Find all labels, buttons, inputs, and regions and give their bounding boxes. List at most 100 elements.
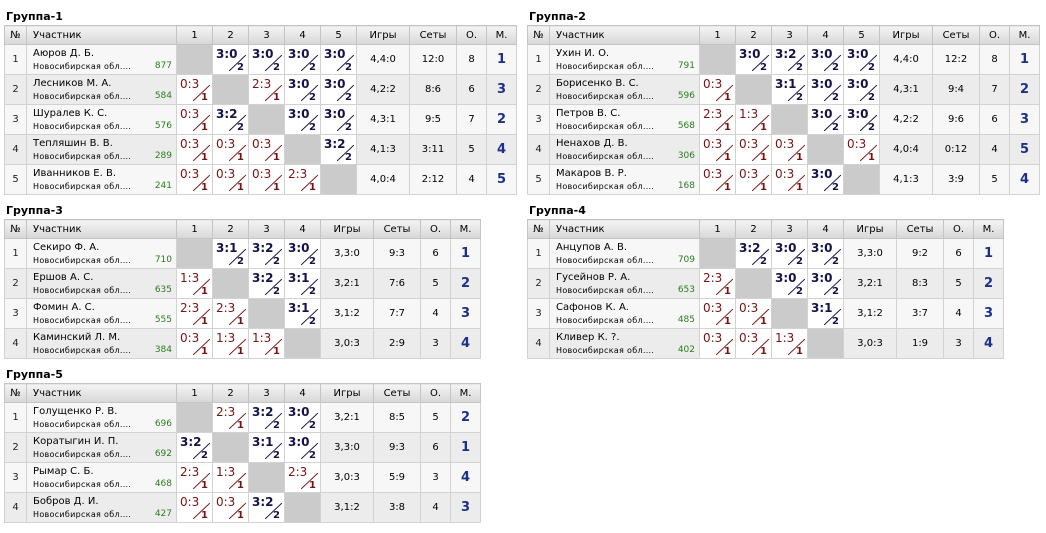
match-result-cell[interactable]: 1:3 1 xyxy=(735,104,772,135)
player-name[interactable]: Ненахов Д. В. xyxy=(556,138,628,149)
match-result-cell[interactable]: 3:2 2 xyxy=(248,402,285,433)
player-cell[interactable]: Макаров В. Р. Новосибирская обл.... 168 xyxy=(549,164,700,195)
match-result-cell[interactable]: 3:1 2 xyxy=(284,298,321,329)
header-place[interactable]: М. xyxy=(450,383,481,403)
header-num[interactable]: № xyxy=(527,25,550,45)
match-result-cell[interactable]: 0:3 1 xyxy=(212,492,249,523)
player-name[interactable]: Голущенко Р. В. xyxy=(33,406,118,417)
match-result-cell[interactable]: 2:3 1 xyxy=(699,268,736,299)
match-result-cell[interactable]: 3:0 2 xyxy=(771,268,808,299)
match-result-cell[interactable]: 3:0 2 xyxy=(807,104,844,135)
match-result-cell[interactable]: 0:3 1 xyxy=(248,164,285,195)
match-result-cell[interactable]: 0:3 1 xyxy=(176,328,213,359)
header-opponent-4[interactable]: 4 xyxy=(807,219,844,239)
match-result-cell[interactable]: 3:0 2 xyxy=(284,238,321,269)
match-result-cell[interactable]: 0:3 1 xyxy=(699,74,736,105)
match-result-cell[interactable]: 0:3 1 xyxy=(771,134,808,165)
header-participant[interactable]: Участник xyxy=(549,219,700,239)
player-cell[interactable]: Каминский Л. М. Новосибирская обл.... 384 xyxy=(26,328,177,359)
header-sets[interactable]: Сеты xyxy=(409,25,457,45)
player-name[interactable]: Ершов А. С. xyxy=(33,272,94,283)
header-opponent-4[interactable]: 4 xyxy=(284,383,321,403)
match-result-cell[interactable]: 3:0 2 xyxy=(735,44,772,75)
header-points[interactable]: О. xyxy=(420,383,451,403)
match-result-cell[interactable]: 1:3 1 xyxy=(771,328,808,359)
match-result-cell[interactable]: 0:3 1 xyxy=(735,298,772,329)
match-result-cell[interactable]: 0:3 1 xyxy=(176,104,213,135)
player-name[interactable]: Борисенко В. С. xyxy=(556,78,639,89)
player-name[interactable]: Фомин А. С. xyxy=(33,302,95,313)
player-cell[interactable]: Фомин А. С. Новосибирская обл.... 555 xyxy=(26,298,177,329)
match-result-cell[interactable]: 1:3 1 xyxy=(212,462,249,493)
player-name[interactable]: Коратыгин И. П. xyxy=(33,436,119,447)
header-opponent-3[interactable]: 3 xyxy=(248,219,285,239)
match-result-cell[interactable]: 2:3 1 xyxy=(284,462,321,493)
match-result-cell[interactable]: 3:0 2 xyxy=(843,104,880,135)
match-result-cell[interactable]: 3:0 2 xyxy=(284,74,321,105)
player-name[interactable]: Макаров В. Р. xyxy=(556,168,627,179)
header-opponent-2[interactable]: 2 xyxy=(735,25,772,45)
player-cell[interactable]: Гусейнов Р. А. Новосибирская обл.... 653 xyxy=(549,268,700,299)
header-opponent-3[interactable]: 3 xyxy=(248,383,285,403)
header-place[interactable]: М. xyxy=(450,219,481,239)
match-result-cell[interactable]: 3:0 2 xyxy=(284,432,321,463)
match-result-cell[interactable]: 3:1 2 xyxy=(807,298,844,329)
match-result-cell[interactable]: 2:3 1 xyxy=(699,104,736,135)
player-cell[interactable]: Борисенко В. С. Новосибирская обл.... 596 xyxy=(549,74,700,105)
player-cell[interactable]: Шуралев К. С. Новосибирская обл.... 576 xyxy=(26,104,177,135)
header-points[interactable]: О. xyxy=(456,25,487,45)
header-points[interactable]: О. xyxy=(979,25,1010,45)
match-result-cell[interactable]: 3:0 2 xyxy=(843,44,880,75)
match-result-cell[interactable]: 3:2 2 xyxy=(176,432,213,463)
player-name[interactable]: Петров В. С. xyxy=(556,108,621,119)
match-result-cell[interactable]: 0:3 1 xyxy=(735,134,772,165)
match-result-cell[interactable]: 0:3 1 xyxy=(176,74,213,105)
header-place[interactable]: М. xyxy=(1009,25,1040,45)
player-cell[interactable]: Коратыгин И. П. Новосибирская обл.... 692 xyxy=(26,432,177,463)
match-result-cell[interactable]: 1:3 1 xyxy=(176,268,213,299)
match-result-cell[interactable]: 3:1 2 xyxy=(771,74,808,105)
player-cell[interactable]: Ершов А. С. Новосибирская обл.... 635 xyxy=(26,268,177,299)
match-result-cell[interactable]: 0:3 1 xyxy=(176,134,213,165)
player-cell[interactable]: Тепляшин В. В. Новосибирская обл.... 289 xyxy=(26,134,177,165)
match-result-cell[interactable]: 0:3 1 xyxy=(735,164,772,195)
header-sets[interactable]: Сеты xyxy=(373,383,421,403)
match-result-cell[interactable]: 0:3 1 xyxy=(699,134,736,165)
player-name[interactable]: Иванников Е. В. xyxy=(33,168,117,179)
header-games[interactable]: Игры xyxy=(356,25,410,45)
match-result-cell[interactable]: 0:3 1 xyxy=(771,164,808,195)
match-result-cell[interactable]: 3:0 2 xyxy=(807,164,844,195)
match-result-cell[interactable]: 2:3 1 xyxy=(248,74,285,105)
player-cell[interactable]: Лесников М. А. Новосибирская обл.... 584 xyxy=(26,74,177,105)
player-cell[interactable]: Сафонов К. А. Новосибирская обл.... 485 xyxy=(549,298,700,329)
player-name[interactable]: Бобров Д. И. xyxy=(33,496,99,507)
match-result-cell[interactable]: 3:0 2 xyxy=(807,238,844,269)
match-result-cell[interactable]: 2:3 1 xyxy=(284,164,321,195)
match-result-cell[interactable]: 0:3 1 xyxy=(843,134,880,165)
header-opponent-3[interactable]: 3 xyxy=(248,25,285,45)
header-participant[interactable]: Участник xyxy=(26,219,177,239)
header-place[interactable]: М. xyxy=(486,25,517,45)
header-opponent-2[interactable]: 2 xyxy=(212,219,249,239)
match-result-cell[interactable]: 2:3 1 xyxy=(176,462,213,493)
header-opponent-4[interactable]: 4 xyxy=(284,219,321,239)
header-num[interactable]: № xyxy=(527,219,550,239)
header-opponent-1[interactable]: 1 xyxy=(176,383,213,403)
header-opponent-3[interactable]: 3 xyxy=(771,219,808,239)
match-result-cell[interactable]: 3:0 2 xyxy=(320,74,357,105)
match-result-cell[interactable]: 0:3 1 xyxy=(176,164,213,195)
header-opponent-5[interactable]: 5 xyxy=(843,25,880,45)
match-result-cell[interactable]: 3:0 2 xyxy=(320,44,357,75)
header-opponent-2[interactable]: 2 xyxy=(212,25,249,45)
player-cell[interactable]: Голущенко Р. В. Новосибирская обл.... 696 xyxy=(26,402,177,433)
match-result-cell[interactable]: 3:1 2 xyxy=(284,268,321,299)
player-cell[interactable]: Ухин И. О. Новосибирская обл.... 791 xyxy=(549,44,700,75)
player-name[interactable]: Сафонов К. А. xyxy=(556,302,629,313)
player-cell[interactable]: Анцупов А. В. Новосибирская обл.... 709 xyxy=(549,238,700,269)
match-result-cell[interactable]: 0:3 1 xyxy=(699,298,736,329)
header-points[interactable]: О. xyxy=(943,219,974,239)
header-games[interactable]: Игры xyxy=(320,219,374,239)
player-name[interactable]: Аюров Д. Б. xyxy=(33,48,95,59)
header-points[interactable]: О. xyxy=(420,219,451,239)
player-name[interactable]: Тепляшин В. В. xyxy=(33,138,113,149)
